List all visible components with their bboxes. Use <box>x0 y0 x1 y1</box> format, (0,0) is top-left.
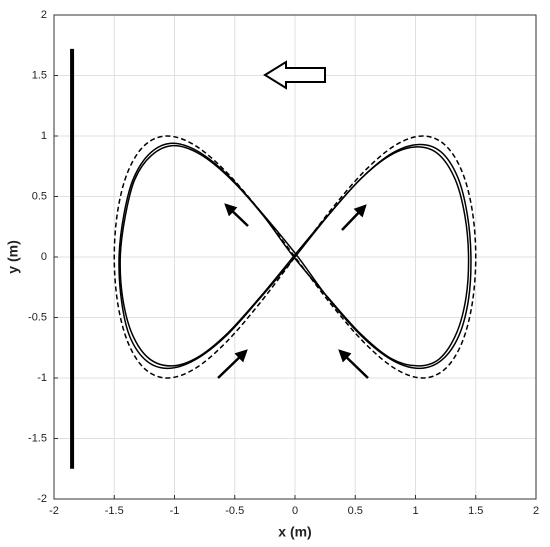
arrow <box>338 349 369 379</box>
line-series <box>119 144 470 367</box>
y-tick-label: -0.5 <box>28 311 47 323</box>
x-tick-label: -0.5 <box>225 505 244 517</box>
direction-arrow <box>263 60 326 90</box>
y-tick-label: 0.5 <box>32 190 47 202</box>
y-tick-label: 1.5 <box>32 69 47 81</box>
x-tick-label: 1.5 <box>468 505 483 517</box>
y-tick-label: 0 <box>41 251 47 263</box>
y-tick-label: -1.5 <box>28 432 47 444</box>
x-axis-title: x (m) <box>278 524 311 540</box>
arrow <box>224 203 249 227</box>
x-tick-label: 0.5 <box>348 505 363 517</box>
x-tick-label: -1 <box>170 505 180 517</box>
x-tick-label: 2 <box>533 505 539 517</box>
x-tick-label: -1.5 <box>105 505 124 517</box>
y-tick-label: -1 <box>37 372 47 384</box>
x-tick-label: 1 <box>412 505 418 517</box>
x-tick-label: 0 <box>292 505 298 517</box>
line-series <box>118 142 472 370</box>
y-axis-title: y (m) <box>5 240 21 273</box>
y-tick-label: -2 <box>37 493 47 505</box>
x-tick-label: -2 <box>49 505 59 517</box>
arrow <box>217 349 248 379</box>
arrow <box>341 204 367 231</box>
y-tick-label: 1 <box>41 130 47 142</box>
y-tick-label: 2 <box>41 9 47 21</box>
